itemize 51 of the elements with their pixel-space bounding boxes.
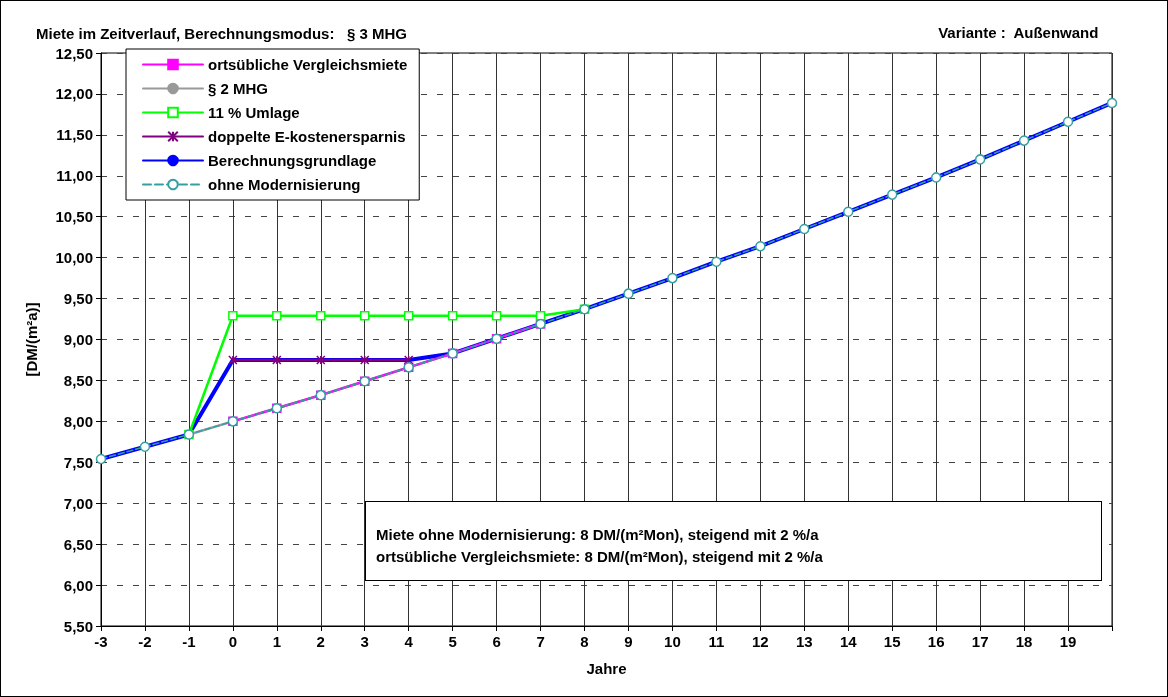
x-tick-label: 4: [404, 633, 414, 650]
legend-label: Berechnungsgrundlage: [208, 152, 377, 169]
annotation: Miete ohne Modernisierung: 8 DM/(m²Mon), steigend mit 2 %/a: [376, 525, 820, 545]
y-tick-label: 10,50: [55, 208, 93, 226]
y-tick-label: 12,00: [55, 85, 93, 103]
y-tick-label: 9,50: [63, 290, 93, 308]
y-tick-label: 11,50: [56, 126, 93, 144]
y-tick-label: 11,00: [56, 167, 93, 185]
x-tick-label: 8: [580, 633, 589, 650]
x-tick-label: -3: [94, 633, 108, 650]
y-tick-label: 7,00: [63, 494, 93, 512]
y-axis-title: [DM/(m²a)]: [23, 302, 40, 377]
x-tick-label: 14: [839, 633, 858, 650]
y-tick-label: 10,00: [55, 249, 93, 267]
y-tick-label: 5,50: [63, 617, 93, 635]
x-tick-label: 5: [448, 633, 457, 650]
legend-label: § 2 MHG: [208, 80, 269, 97]
x-tick-label: 18: [1015, 633, 1033, 650]
y-tick-label: 8,50: [63, 371, 93, 389]
x-tick-label: 12: [752, 633, 769, 650]
y-tick-label: 9,00: [63, 331, 93, 348]
x-tick-label: 15: [883, 633, 901, 650]
x-tick-label: 1: [272, 633, 281, 650]
chart-title: Miete im Zeitverlauf, Berechnungsmodus: § 3 MHG: [36, 25, 407, 42]
legend-label: ohne Modernisierung: [208, 176, 361, 193]
x-tick-label: 17: [971, 633, 989, 650]
x-tick-label: 0: [228, 633, 238, 650]
x-tick-label: 2: [316, 633, 325, 650]
y-tick-label: 8,00: [63, 412, 93, 430]
y-tick-label: 6,50: [63, 535, 93, 553]
chart-subtitle: Variante : Außenwand: [938, 24, 1099, 41]
x-tick-label: 16: [927, 633, 945, 650]
annotation: ortsübliche Vergleichsmiete: 8 DM/(m²Mon), steigend mit 2 %/a: [376, 547, 824, 567]
legend-label: 11 % Umlage: [208, 104, 300, 121]
y-tick-label: 7,50: [63, 453, 93, 471]
y-tick-label: 6,00: [63, 576, 93, 594]
x-tick-label: 9: [624, 633, 633, 650]
x-tick-label: 11: [708, 633, 725, 650]
note-box: Miete ohne Modernisierung: 8 DM/(m²Mon), steigend mit 2 %/a ortsübliche Vergleichsmiete: 8 DM/(m²Mon), steigend mit 2 %/a: [365, 501, 1102, 581]
x-tick-label: -1: [182, 633, 196, 650]
x-tick-label: 19: [1059, 633, 1077, 650]
x-tick-label: 10: [664, 633, 681, 650]
x-tick-label: 13: [795, 633, 813, 650]
x-axis-title: Jahre: [586, 660, 627, 677]
x-tick-label: 3: [360, 633, 369, 650]
y-tick-label: 12,50: [55, 44, 93, 62]
x-tick-label: -2: [138, 633, 152, 650]
legend-label: ortsübliche Vergleichsmiete: [208, 56, 408, 73]
x-tick-label: 6: [492, 633, 501, 650]
x-tick-label: 7: [536, 633, 545, 650]
legend-label: doppelte E-kostenersparnis: [208, 128, 406, 145]
